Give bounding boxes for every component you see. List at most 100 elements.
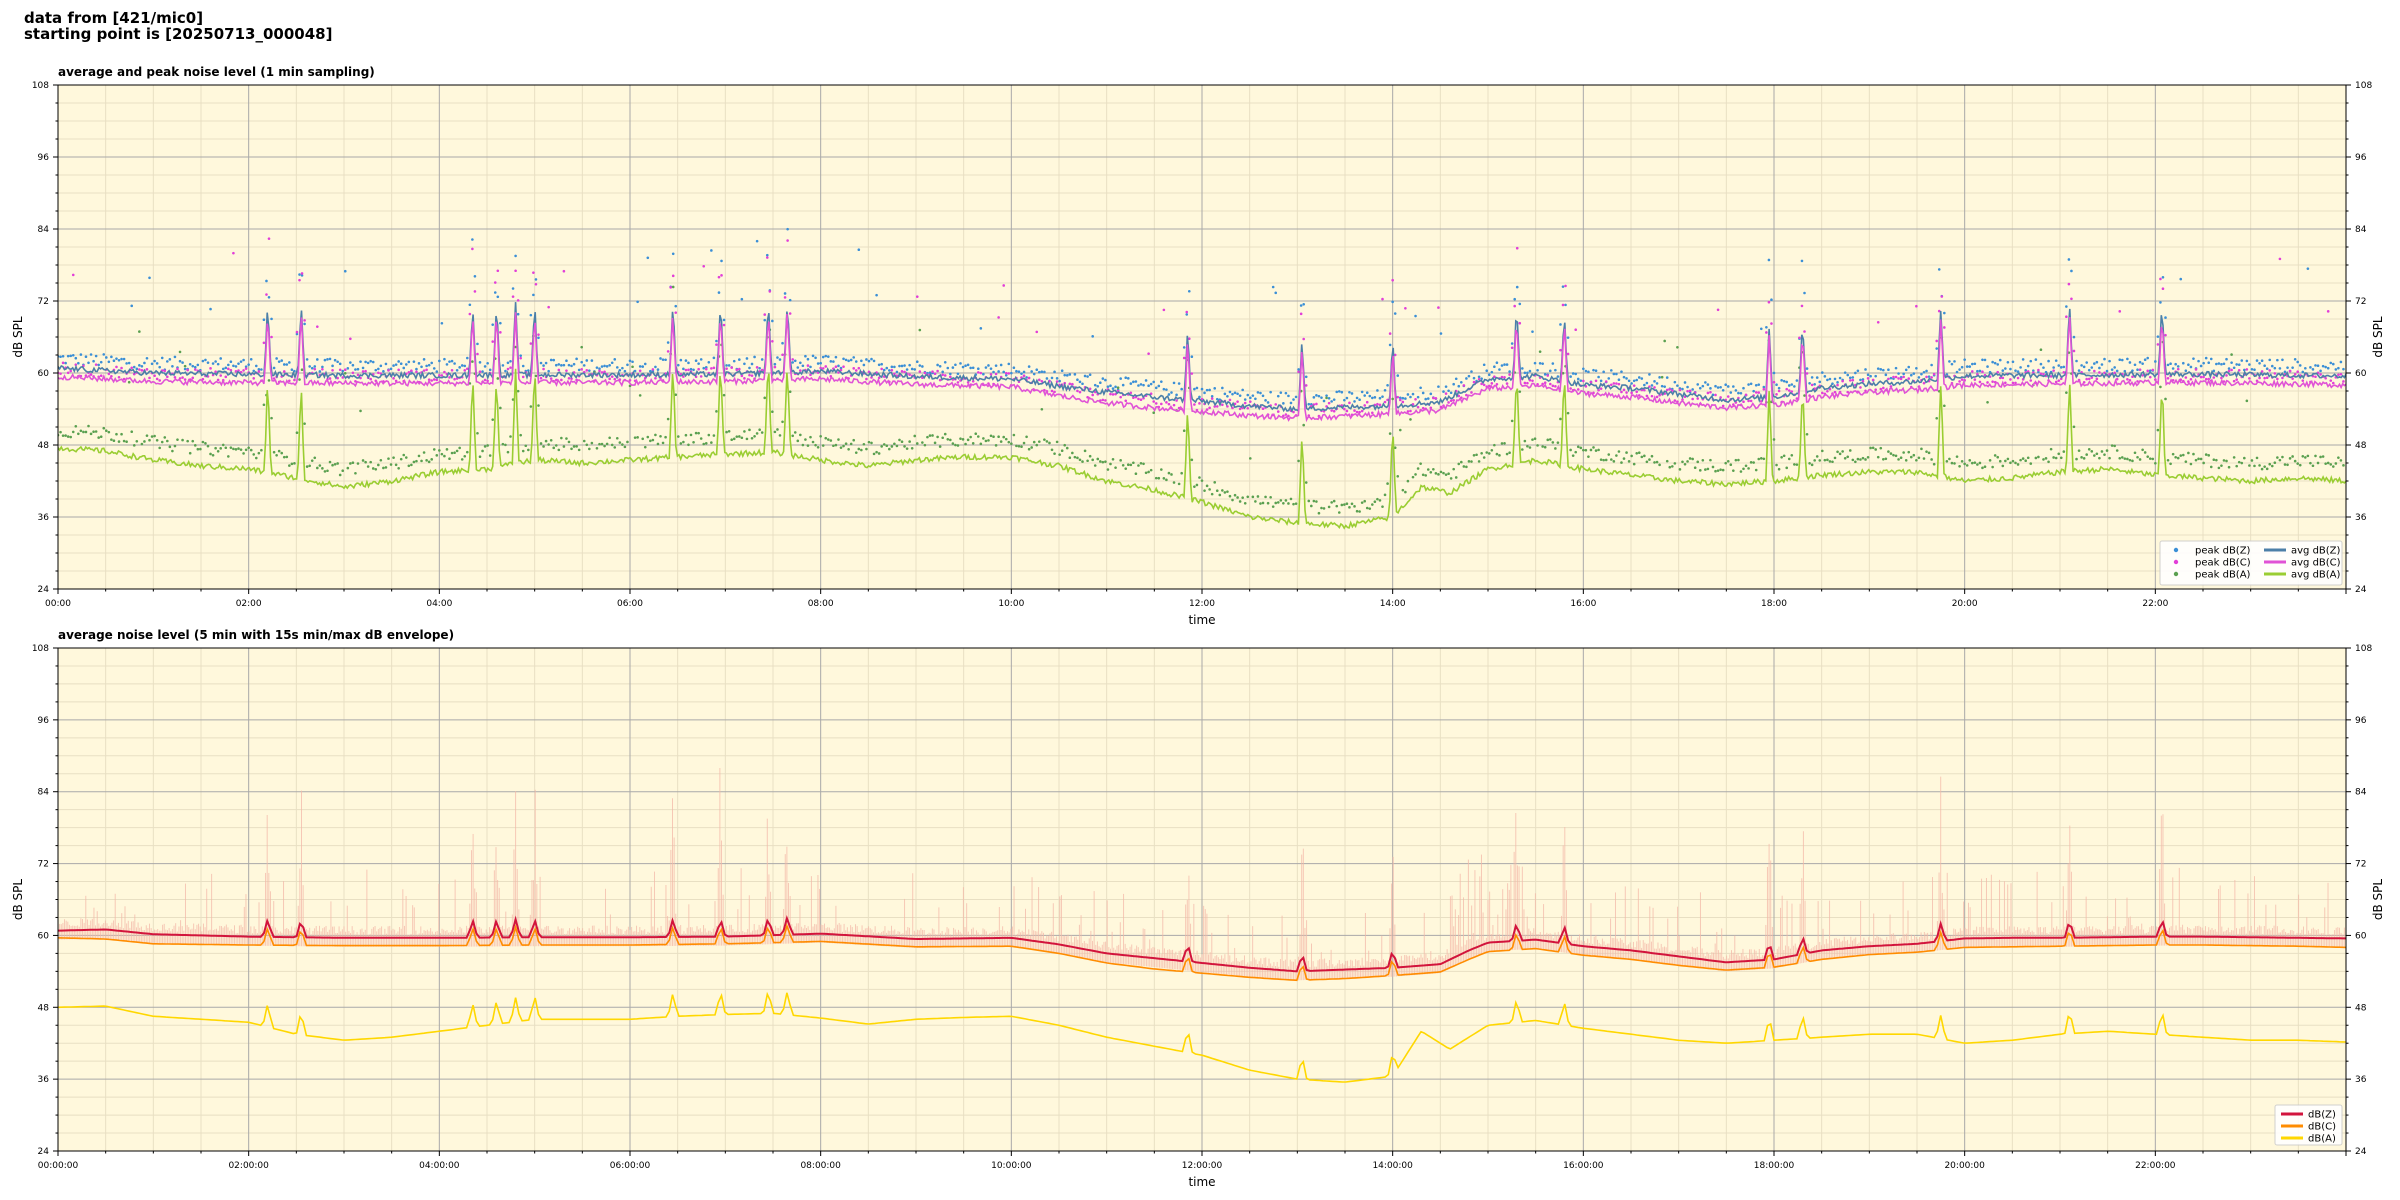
peak-point xyxy=(684,433,688,437)
peak-point xyxy=(1739,391,1743,395)
peak-point xyxy=(191,376,195,380)
peak-point xyxy=(1813,382,1816,386)
peak-point xyxy=(570,364,573,368)
legend: dB(Z)dB(C)dB(A) xyxy=(2274,1104,2343,1146)
peak-point xyxy=(2260,467,2264,471)
peak-point xyxy=(1993,361,1997,365)
peak-point xyxy=(2154,360,2157,363)
peak-point xyxy=(2093,454,2096,457)
peak-point xyxy=(2316,364,2320,368)
peak-point xyxy=(1472,380,1476,384)
peak-point xyxy=(1048,441,1051,445)
peak-point xyxy=(2110,444,2114,447)
peak-point xyxy=(1777,386,1781,390)
legend-label: avg dB(Z) xyxy=(2291,546,2341,557)
peak-point xyxy=(2225,374,2228,377)
y-tick-label-left: 36 xyxy=(38,513,50,523)
peak-point xyxy=(356,367,360,371)
peak-point xyxy=(204,441,207,445)
peak-point xyxy=(313,367,317,371)
peak-point xyxy=(1821,371,1824,374)
peak-point xyxy=(267,237,271,240)
peak-point xyxy=(293,378,296,382)
peak-point xyxy=(1363,499,1367,503)
peak-point xyxy=(936,363,939,367)
peak-point xyxy=(654,376,657,380)
peak-point xyxy=(1983,465,1987,469)
peak-point xyxy=(725,367,728,370)
peak-point xyxy=(1704,468,1707,471)
peak-point xyxy=(1154,386,1158,390)
peak-point xyxy=(234,365,238,368)
peak-point xyxy=(2278,458,2282,462)
peak-point xyxy=(1243,401,1247,405)
y-axis-label-right: dB SPL xyxy=(2371,316,2385,358)
peak-point xyxy=(1513,297,1516,301)
peak-point xyxy=(539,442,543,445)
peak-point xyxy=(2123,369,2127,373)
peak-point xyxy=(163,369,167,373)
peak-point xyxy=(1104,399,1107,402)
peak-point xyxy=(1887,368,1890,372)
peak-point xyxy=(1902,451,1905,454)
peak-point xyxy=(1696,383,1700,386)
peak-point xyxy=(890,445,894,448)
peak-point xyxy=(826,438,830,441)
peak-point xyxy=(1950,461,1954,465)
peak-point xyxy=(1531,379,1534,383)
peak-point xyxy=(97,363,100,367)
peak-point xyxy=(382,370,385,373)
peak-point xyxy=(1515,246,1519,250)
peak-point xyxy=(1632,462,1636,466)
peak-point xyxy=(1508,373,1511,376)
peak-point xyxy=(66,435,70,438)
peak-point xyxy=(354,471,357,475)
peak-point xyxy=(590,359,594,362)
peak-point xyxy=(1071,382,1074,386)
peak-point xyxy=(1582,379,1585,383)
peak-point xyxy=(1986,401,1989,404)
peak-point xyxy=(514,269,517,273)
peak-point xyxy=(1315,402,1318,406)
peak-point xyxy=(117,440,121,443)
peak-point xyxy=(110,438,113,441)
peak-point xyxy=(1274,501,1278,505)
peak-point xyxy=(2260,370,2264,373)
peak-point xyxy=(1899,377,1903,381)
peak-point xyxy=(1081,382,1084,386)
legend-box xyxy=(2159,540,2343,586)
peak-point xyxy=(532,293,535,297)
peak-point xyxy=(2342,380,2345,383)
legend-marker xyxy=(2173,571,2179,577)
peak-point xyxy=(1884,373,1888,377)
peak-point xyxy=(801,364,805,368)
peak-point xyxy=(1261,394,1265,398)
peak-point xyxy=(1780,455,1783,459)
peak-point xyxy=(115,365,118,369)
peak-point xyxy=(1704,381,1707,384)
peak-point xyxy=(865,377,868,381)
peak-point xyxy=(1208,406,1211,410)
peak-point xyxy=(651,368,655,371)
peak-point xyxy=(2054,456,2058,460)
peak-point xyxy=(2133,363,2137,367)
peak-point xyxy=(2118,456,2122,460)
peak-point xyxy=(77,432,80,436)
peak-point xyxy=(188,362,192,366)
peak-point xyxy=(562,445,566,448)
peak-point xyxy=(2281,376,2284,380)
peak-point xyxy=(1566,411,1570,415)
peak-point xyxy=(280,451,284,455)
peak-point xyxy=(1970,461,1974,465)
peak-point xyxy=(1970,370,1974,373)
peak-point xyxy=(987,382,990,385)
peak-point xyxy=(440,374,444,377)
peak-point xyxy=(1142,462,1145,466)
peak-point xyxy=(1045,377,1049,380)
peak-point xyxy=(923,371,927,375)
peak-point xyxy=(71,353,75,357)
peak-point xyxy=(796,366,800,369)
peak-point xyxy=(94,430,98,433)
peak-point xyxy=(1635,378,1639,382)
peak-point xyxy=(1576,377,1580,381)
